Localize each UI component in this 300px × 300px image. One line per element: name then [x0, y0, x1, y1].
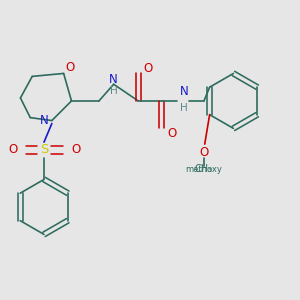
Text: H: H — [110, 86, 118, 96]
Text: N: N — [180, 85, 189, 98]
Text: O: O — [199, 146, 208, 159]
Text: N: N — [109, 73, 118, 86]
Text: N: N — [40, 114, 48, 127]
Text: methoxy: methoxy — [185, 165, 222, 174]
Text: S: S — [40, 143, 48, 157]
Text: O: O — [143, 62, 153, 75]
Text: O: O — [167, 127, 176, 140]
Text: O: O — [72, 143, 81, 157]
Text: O: O — [8, 143, 17, 157]
Text: O: O — [65, 61, 74, 74]
Text: H: H — [181, 103, 188, 113]
Text: CH₃: CH₃ — [195, 164, 213, 174]
